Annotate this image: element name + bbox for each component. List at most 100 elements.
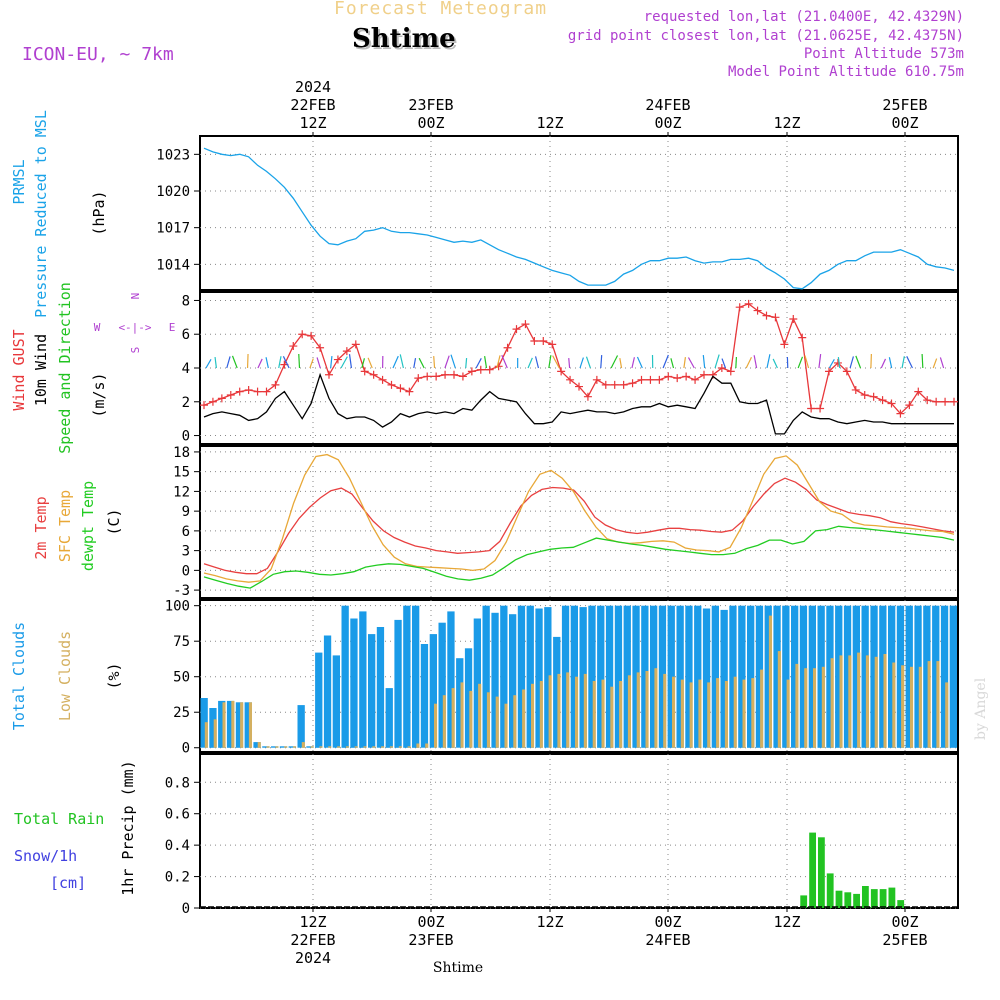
ytick-label: 75 <box>173 634 190 650</box>
total-cloud-bar <box>914 605 922 748</box>
total-cloud-bar <box>350 618 358 748</box>
total-cloud-bar <box>315 652 323 748</box>
wind-direction-arrow <box>714 354 720 369</box>
gust-marker <box>717 364 726 372</box>
gust-marker <box>860 391 869 400</box>
ytick-label: 8 <box>182 293 190 309</box>
rain-bar <box>862 886 869 908</box>
wind-direction-arrow <box>418 357 425 369</box>
total-cloud-bar <box>588 605 596 748</box>
low-cloud-bar <box>813 668 817 748</box>
total-cloud-bar <box>438 622 446 748</box>
bottom-xtick-label: 24FEB <box>645 931 690 949</box>
wind-direction-arrow <box>278 356 282 369</box>
gust-marker <box>262 387 271 396</box>
wind-direction-arrow <box>465 357 468 369</box>
total-cloud-bar <box>888 605 896 748</box>
low-cloud-bar <box>460 682 464 748</box>
wind-direction-arrow <box>855 355 862 369</box>
gust-marker <box>789 315 798 324</box>
wind-direction-arrow <box>413 358 417 369</box>
wind-direction-arrow <box>231 355 238 369</box>
gust-marker <box>807 404 816 413</box>
ytick-label: 0.4 <box>165 838 190 854</box>
gust-marker <box>307 331 316 340</box>
gust-marker <box>458 372 467 381</box>
top-xtick-label: 00Z <box>891 114 918 132</box>
low-cloud-bar <box>839 655 843 748</box>
low-cloud-bar <box>654 668 658 748</box>
model-label: ICON-EU, ~ 7km <box>22 44 174 65</box>
top-xtick-label: 00Z <box>654 114 681 132</box>
low-cloud-bar <box>231 700 235 748</box>
wind-direction-arrow <box>687 357 695 369</box>
gust-marker <box>467 367 476 376</box>
bottom-xtick-label: 12Z <box>773 913 800 931</box>
ytick-label: 100 <box>165 599 190 615</box>
wind-direction-arrow <box>932 358 938 369</box>
gust-marker <box>298 330 307 339</box>
low-cloud-bar <box>345 746 349 748</box>
gust-marker <box>682 372 691 381</box>
total-cloud-bar <box>226 700 235 748</box>
low-cloud-bar <box>804 668 808 748</box>
total-cloud-bar <box>641 605 649 748</box>
ytick-label: 6 <box>182 327 190 343</box>
low-cloud-bar <box>425 743 429 748</box>
wind-direction-arrow <box>568 357 571 369</box>
wind-direction-arrow <box>702 355 706 369</box>
total-cloud-bar <box>702 608 711 748</box>
ytick-label: 1014 <box>156 257 190 273</box>
wind-direction-arrow <box>766 354 771 369</box>
panel-frame-2 <box>199 291 959 445</box>
ylabel-10m-wind: 10m Wind <box>32 334 50 406</box>
wind-direction-arrow <box>298 353 301 369</box>
total-cloud-bar <box>605 605 614 748</box>
wind-direction-arrow <box>348 354 353 369</box>
low-cloud-bar <box>434 703 438 748</box>
wind-direction-arrow <box>797 356 804 369</box>
gust-marker <box>887 399 896 408</box>
gust-marker <box>476 365 485 374</box>
top-xtick-label: 23FEB <box>408 96 453 114</box>
low-cloud-bar <box>337 746 341 748</box>
gust-marker <box>387 380 396 389</box>
total-cloud-bar <box>271 746 279 748</box>
wind-direction-arrow <box>901 356 905 369</box>
low-cloud-bar <box>442 695 446 748</box>
total-cloud-bar <box>279 746 288 748</box>
low-cloud-bar <box>918 666 922 748</box>
total-cloud-bar <box>782 605 790 748</box>
total-cloud-bar <box>579 607 587 748</box>
gust-marker <box>700 370 708 379</box>
wind-direction-arrow <box>585 356 591 369</box>
wind-direction-arrow <box>330 356 333 369</box>
low-cloud-bar <box>293 746 297 748</box>
total-cloud-bar <box>940 605 949 748</box>
series-10m-wind-line <box>203 372 954 435</box>
low-cloud-bar <box>848 655 852 748</box>
bottom-xtick-label: 12Z <box>299 913 326 931</box>
low-cloud-bar <box>389 746 393 748</box>
ytick-label: 6 <box>182 524 190 540</box>
wind-direction-arrow <box>496 355 501 369</box>
gust-marker <box>771 313 780 322</box>
gust-marker <box>226 391 235 400</box>
gust-marker <box>217 394 226 403</box>
wind-direction-arrow <box>921 353 924 369</box>
gust-marker <box>744 299 753 308</box>
wind-direction-arrow <box>316 357 321 369</box>
wind-direction-arrow <box>361 358 366 369</box>
low-cloud-bar <box>531 683 535 748</box>
gust-marker <box>512 325 521 334</box>
low-cloud-bar <box>645 671 649 748</box>
total-cloud-bar <box>464 648 473 748</box>
gust-marker <box>333 355 342 364</box>
low-cloud-bar <box>901 665 905 748</box>
total-cloud-bar <box>359 611 367 748</box>
wind-direction-arrow <box>579 357 584 369</box>
low-cloud-bar <box>407 746 411 748</box>
model-altitude: Model Point Altitude 610.75m <box>727 64 964 80</box>
total-cloud-bar <box>332 655 340 748</box>
ytick-label: 25 <box>173 705 190 721</box>
